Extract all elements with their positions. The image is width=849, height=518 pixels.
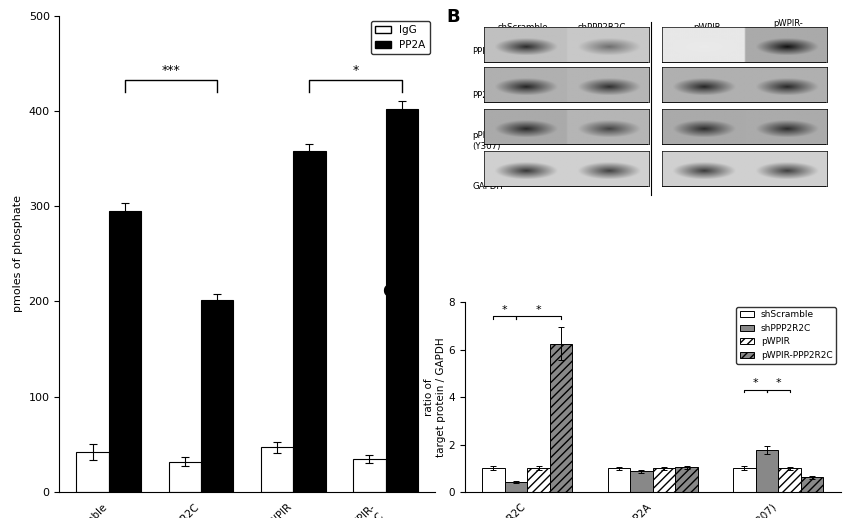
- Text: C: C: [382, 283, 396, 301]
- Text: GAPDH: GAPDH: [473, 182, 503, 192]
- Bar: [504, 482, 527, 492]
- Text: *: *: [502, 305, 508, 315]
- Text: *: *: [753, 379, 758, 388]
- Text: B: B: [447, 8, 460, 25]
- Bar: [169, 462, 201, 492]
- Text: pPP2A
(Y307): pPP2A (Y307): [473, 132, 501, 151]
- Bar: [779, 468, 801, 492]
- Bar: [527, 468, 550, 492]
- Legend: IgG, PP2A: IgG, PP2A: [371, 21, 430, 54]
- Bar: [653, 468, 675, 492]
- Text: pWPIR-
PPP2R2C: pWPIR- PPP2R2C: [769, 19, 807, 38]
- Bar: [76, 452, 109, 492]
- Text: shPPP2R2C: shPPP2R2C: [578, 22, 627, 32]
- Bar: [608, 468, 630, 492]
- Bar: [109, 211, 141, 492]
- Text: shScramble: shScramble: [498, 22, 548, 32]
- Text: PP2A: PP2A: [473, 91, 494, 100]
- Text: PPP2R2C: PPP2R2C: [473, 47, 511, 56]
- Bar: [630, 471, 653, 492]
- Text: ***: ***: [161, 65, 181, 78]
- Text: pWPIR: pWPIR: [694, 22, 721, 32]
- Legend: shScramble, shPPP2R2C, pWPIR, pWPIR-PPP2R2C: shScramble, shPPP2R2C, pWPIR, pWPIR-PPP2…: [736, 307, 836, 364]
- Text: *: *: [775, 379, 781, 388]
- Bar: [353, 459, 385, 492]
- Bar: [756, 450, 779, 492]
- Bar: [801, 478, 824, 492]
- Bar: [733, 468, 756, 492]
- Bar: [385, 109, 418, 492]
- Bar: [261, 448, 293, 492]
- Bar: [675, 467, 698, 492]
- Text: *: *: [536, 305, 542, 315]
- Bar: [201, 299, 233, 492]
- Y-axis label: ratio of
target protein / GAPDH: ratio of target protein / GAPDH: [424, 337, 446, 457]
- Y-axis label: pmoles of phosphate: pmoles of phosphate: [13, 195, 23, 312]
- Bar: [550, 344, 572, 492]
- Bar: [482, 468, 504, 492]
- Bar: [293, 151, 326, 492]
- Text: *: *: [352, 65, 359, 78]
